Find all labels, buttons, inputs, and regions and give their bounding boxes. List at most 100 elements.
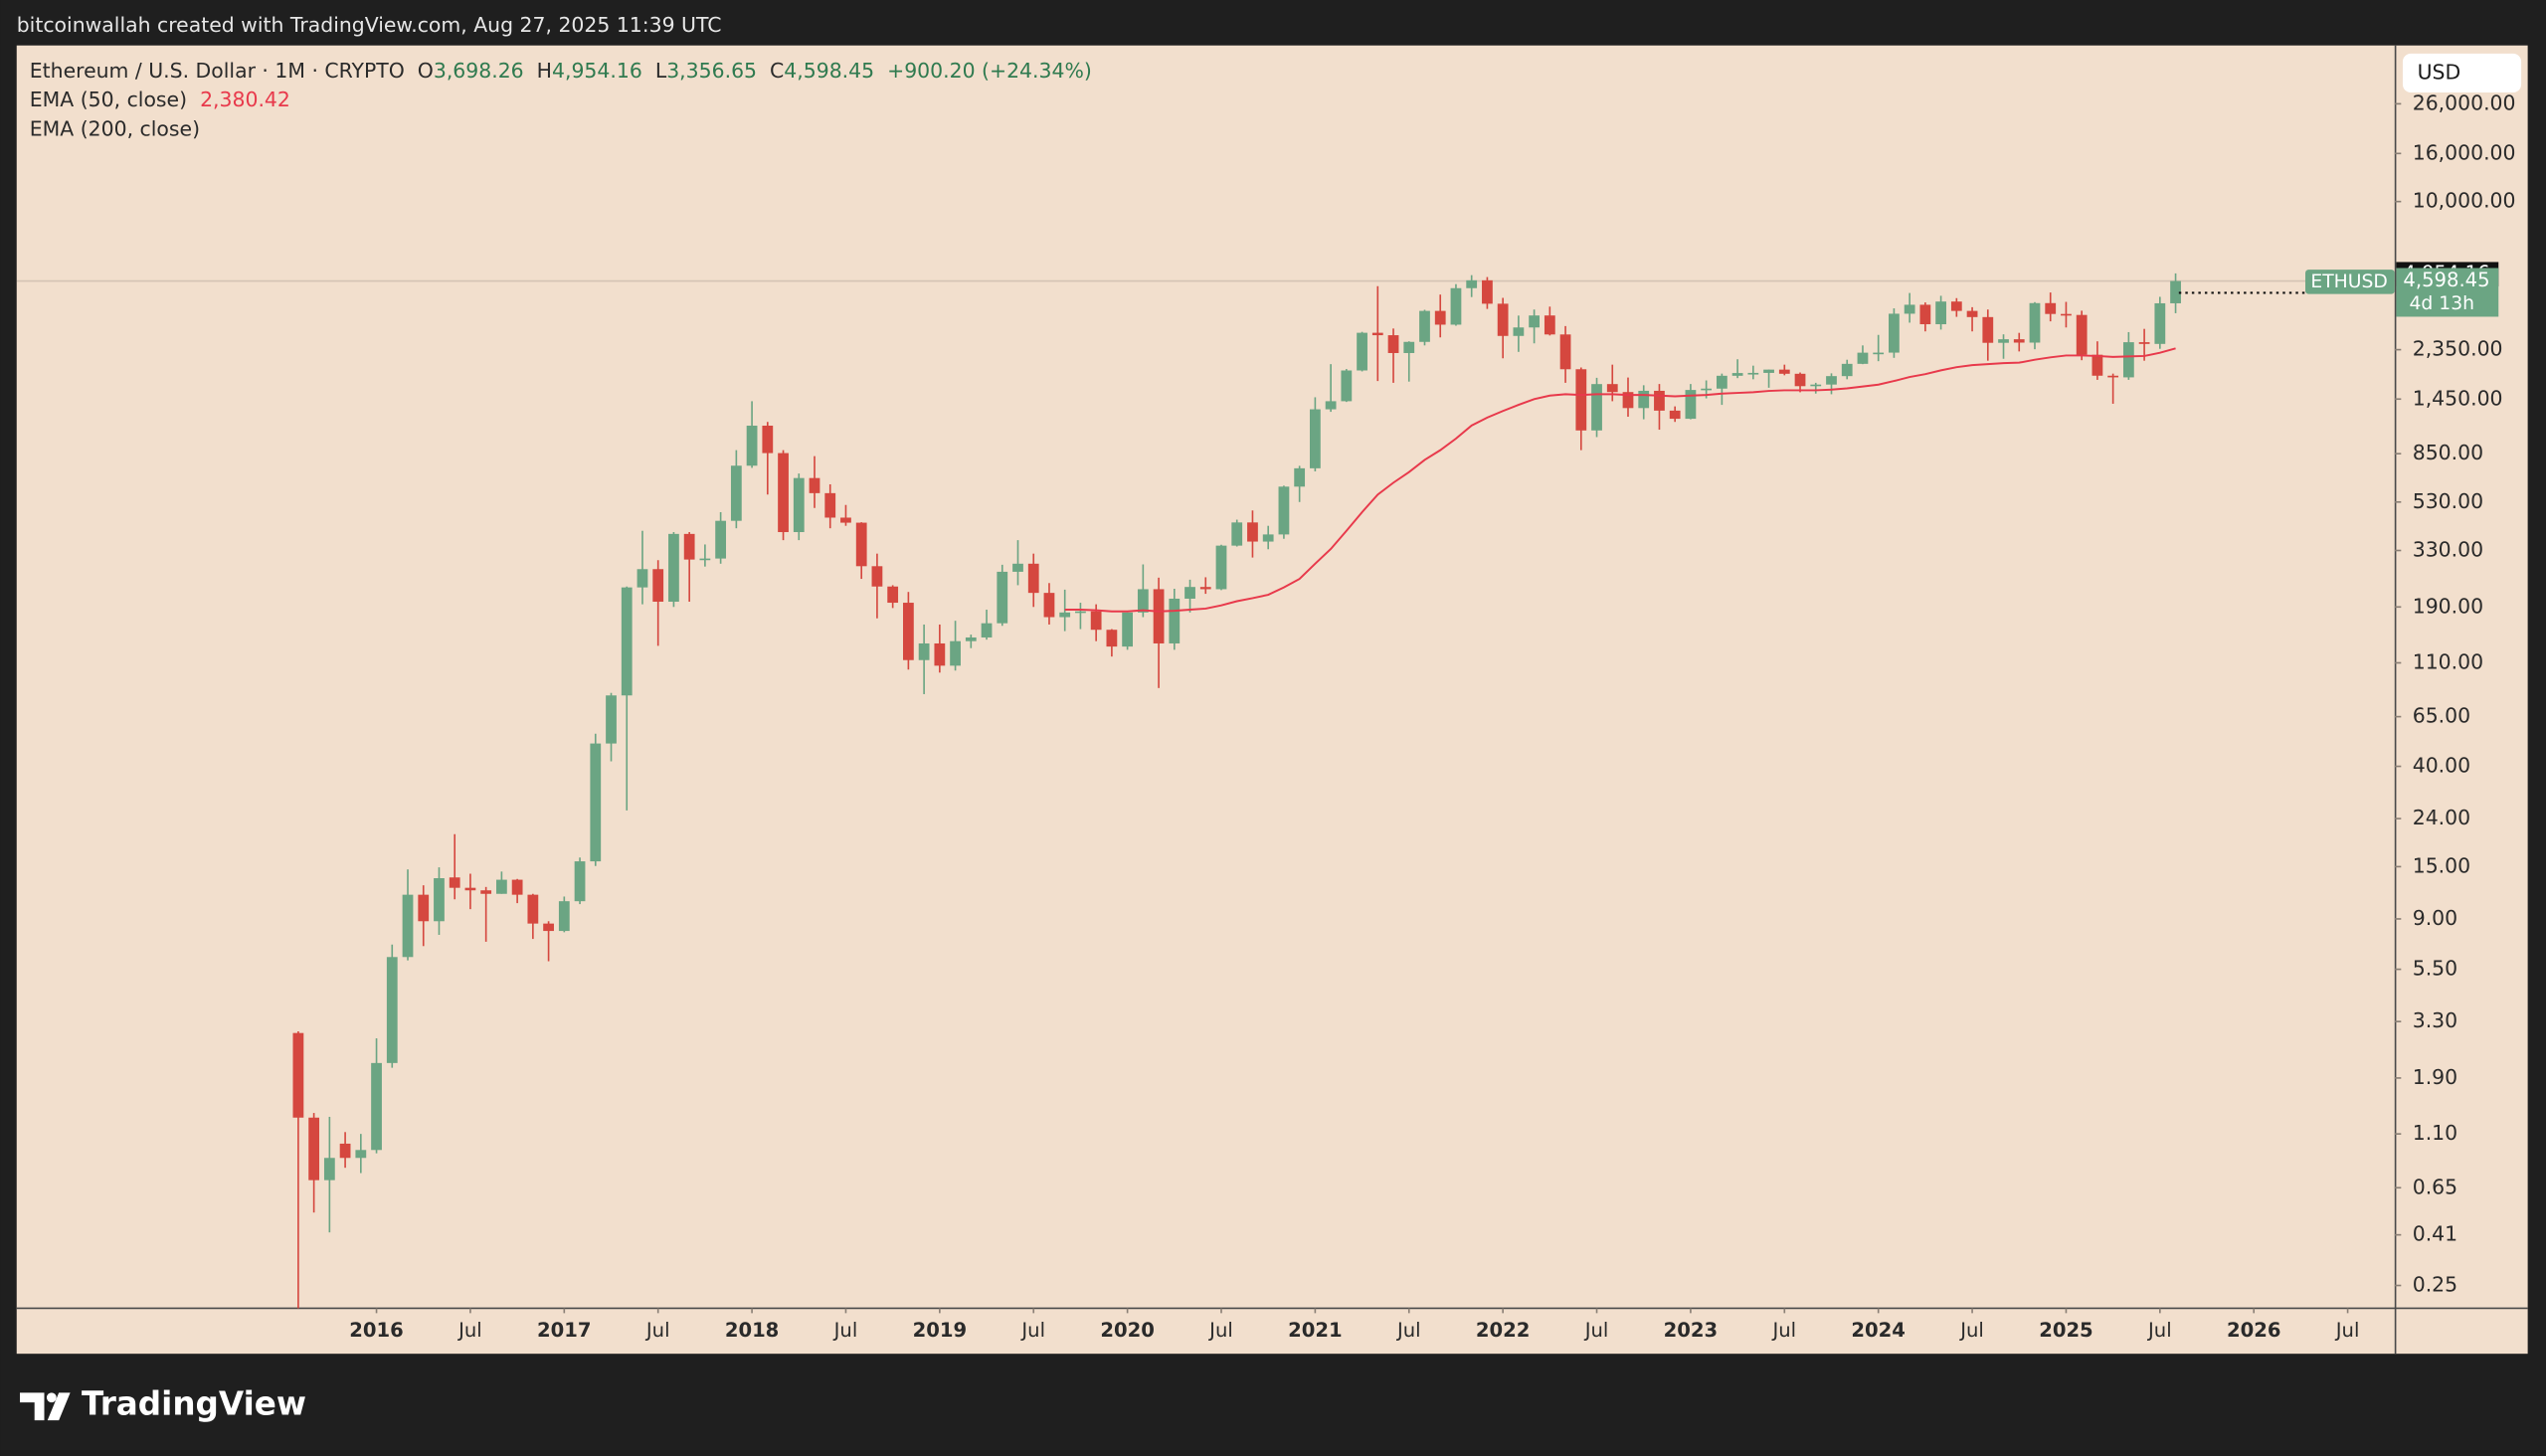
x-tick-label: Jul [832, 1319, 858, 1342]
candle-body [1873, 352, 1885, 355]
y-tick-label: 190.00 [2413, 594, 2483, 618]
candle-body [543, 923, 554, 932]
ohlc-label: L [655, 59, 667, 83]
currency-button[interactable] [2402, 53, 2522, 93]
x-tick-label: Jul [1207, 1319, 1233, 1342]
candle-body [1043, 593, 1055, 618]
candle-body [1794, 373, 1806, 387]
y-tick-label: 15.00 [2413, 853, 2470, 877]
candle-body [1482, 279, 1493, 304]
candle-body [1357, 332, 1367, 371]
x-tick-label: Jul [2334, 1319, 2360, 1342]
indicator-line: EMA (50, close) 2,380.42 [30, 88, 290, 111]
candle-body [652, 569, 664, 603]
candle-body [1685, 390, 1697, 420]
candle-body [1012, 563, 1023, 572]
y-tick-label: 1.90 [2413, 1065, 2457, 1089]
candle-body [418, 894, 430, 922]
candle-body [1606, 384, 1618, 393]
candle-body [918, 642, 930, 660]
candle-body [1325, 401, 1337, 410]
candle-body [1857, 352, 1869, 364]
symbol: Ethereum / U.S. Dollar · 1M · CRYPTO [30, 59, 405, 83]
candle-body [1199, 587, 1211, 590]
y-tick-label: 0.25 [2413, 1273, 2457, 1297]
candle-body [1434, 310, 1446, 325]
x-tick-label: Jul [1770, 1319, 1796, 1342]
y-tick-label: 16,000.00 [2413, 140, 2516, 164]
credit: bitcoinwallah created with TradingView.c… [17, 13, 722, 37]
x-tick-label: 2018 [725, 1319, 780, 1342]
symbol-label-box [2305, 270, 2395, 294]
candle-body [746, 426, 758, 466]
candle-body [1090, 611, 1102, 631]
y-tick-label: 330.00 [2413, 538, 2483, 562]
plot-area [16, 273, 2395, 1309]
candle-body [2029, 302, 2041, 343]
candle-body [668, 533, 679, 603]
x-tick-label: Jul [1395, 1319, 1421, 1342]
candle-body [1654, 390, 1665, 411]
candle-body [2091, 354, 2103, 376]
candle-body [1701, 388, 1713, 391]
candle-body [934, 642, 946, 666]
candle-body [1919, 304, 1931, 325]
candle-body [1497, 303, 1509, 336]
x-tick-label: Jul [456, 1319, 482, 1342]
y-tick-label: 3.30 [2413, 1008, 2457, 1032]
candle-body [2045, 302, 2057, 314]
candle-body [2154, 302, 2166, 344]
y-tick-label: 40.00 [2413, 754, 2470, 778]
candle-body [965, 637, 977, 641]
candle-body [1122, 612, 1134, 647]
candle-body [1247, 522, 1258, 542]
candle-body [574, 861, 586, 902]
candle-body [558, 901, 570, 932]
candle-body [1106, 630, 1118, 647]
candle-body [606, 695, 617, 744]
currency-button-label[interactable]: USD [2418, 60, 2461, 84]
candle-body [699, 558, 711, 561]
countdown-label: 4d 13h [2409, 293, 2474, 314]
x-tick-label: 2016 [349, 1319, 404, 1342]
brand: TradingView [82, 1384, 306, 1422]
close-label-box [2396, 268, 2499, 317]
y-tick-label: 9.00 [2413, 906, 2457, 930]
candle-body [2170, 280, 2181, 303]
x-tick-label: 2021 [1288, 1319, 1343, 1342]
candle-body [715, 520, 727, 559]
x-tick-label: 2020 [1100, 1319, 1155, 1342]
ohlc-label: O [418, 59, 434, 83]
candle-body [1184, 587, 1195, 599]
candle-body [871, 566, 883, 587]
candle-body [2061, 313, 2072, 316]
x-tick-label: Jul [2146, 1319, 2172, 1342]
x-tick-label: 2017 [537, 1319, 592, 1342]
candle-body [1841, 363, 1853, 377]
y-tick-label: 0.41 [2413, 1222, 2457, 1246]
candle-body [1075, 611, 1086, 614]
candle-body [355, 1150, 367, 1159]
candle-body [1137, 589, 1149, 613]
close-label: 4,598.45 [2403, 269, 2489, 291]
candle-body [1950, 301, 1962, 311]
candle-body [1450, 287, 1462, 325]
candle-body [1559, 334, 1571, 370]
candle-body [950, 640, 961, 666]
candle-body [1059, 612, 1071, 618]
x-tick-label: 2023 [1664, 1319, 1719, 1342]
candle-body [1935, 301, 1946, 325]
candle-body [1262, 534, 1274, 542]
candle-body [1544, 315, 1555, 335]
candle-body [1731, 373, 1743, 376]
candle-body [1371, 332, 1383, 336]
candle-body [1575, 369, 1587, 431]
x-tick-label: Jul [644, 1319, 670, 1342]
logo-slash [47, 1392, 71, 1421]
candle-body [1998, 339, 2009, 343]
y-tick-label: 850.00 [2413, 441, 2483, 464]
candle-body [2076, 314, 2088, 355]
candle-body [511, 879, 523, 895]
candle-body [1763, 369, 1774, 373]
